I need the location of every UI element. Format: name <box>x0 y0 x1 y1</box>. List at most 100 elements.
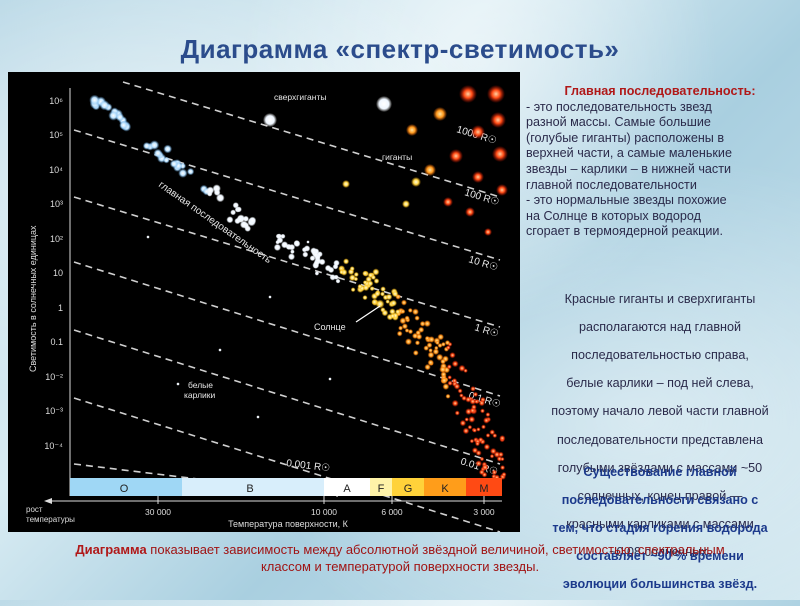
y-tick-label: 10² <box>50 234 63 244</box>
bottom-caption: Диаграмма показывает зависимость между а… <box>0 541 800 575</box>
main-sequence-star <box>239 220 248 229</box>
giant-star <box>492 146 508 162</box>
main-sequence-star <box>163 156 170 164</box>
main-sequence-star <box>303 245 311 252</box>
y-tick-label: 10⁶ <box>49 96 63 106</box>
main-sequence-star <box>230 209 237 216</box>
desc-line: располагаются над главной <box>578 319 742 334</box>
class-O-label: O <box>120 483 129 495</box>
main-sequence-star <box>442 383 450 390</box>
main-sequence-star <box>404 328 410 333</box>
y-tick-label: 0.1 <box>50 337 63 347</box>
main-sequence-star <box>149 140 160 150</box>
main-sequence-star <box>427 351 435 359</box>
giant-star <box>263 113 277 127</box>
main-sequence-star <box>451 378 458 384</box>
main-sequence-star <box>119 120 129 130</box>
x-tick-label: 30 000 <box>145 507 171 517</box>
main-sequence-star <box>447 380 453 386</box>
main-sequence-star <box>428 336 435 343</box>
main-sequence-star <box>350 287 356 293</box>
main-sequence-star <box>435 340 440 345</box>
desc-line: верхней части, а самые маленькие <box>526 146 732 161</box>
main-sequence-star <box>451 360 459 368</box>
radius-label-10: 10 R☉ <box>467 254 499 273</box>
radius-line-0.01 <box>73 397 501 533</box>
main-sequence-star <box>339 269 344 275</box>
main-sequence-star <box>281 241 289 249</box>
main-sequence-star <box>234 217 241 225</box>
x-axis-label: Температура поверхности, К <box>228 519 349 529</box>
main-sequence-star <box>115 112 125 122</box>
label-white-dwarfs-1: белые <box>188 380 213 390</box>
main-sequence-star <box>412 350 419 356</box>
giant-star <box>402 200 410 208</box>
main-sequence-star <box>407 307 413 313</box>
class-F-label: F <box>378 483 385 495</box>
white-dwarf-star <box>176 382 180 386</box>
white-dwarf-star <box>268 295 272 299</box>
x-tick-label: 10 000 <box>311 507 337 517</box>
main-sequence-star <box>414 340 421 346</box>
main-sequence-star <box>469 438 475 444</box>
main-sequence-star <box>479 456 485 462</box>
desc-line: голубыми звёздами с массами ~50 <box>557 460 763 475</box>
main-sequence-star <box>372 268 380 276</box>
giant-star <box>449 149 463 163</box>
main-sequence-star <box>418 326 425 333</box>
main-sequence-star <box>335 278 341 284</box>
desc-line: главной последовательности <box>526 177 697 192</box>
main-sequence-star <box>235 206 242 213</box>
main-sequence-star <box>316 251 323 258</box>
main-sequence-star <box>405 338 412 346</box>
main-sequence-star <box>362 280 368 285</box>
class-B-label: B <box>246 483 253 495</box>
radius-line-1000 <box>122 81 501 198</box>
main-sequence-star <box>446 364 452 370</box>
x-tick-label: 3 000 <box>473 507 495 517</box>
main-sequence-star <box>475 441 480 447</box>
main-sequence-star <box>357 283 363 290</box>
giant-star <box>342 180 350 188</box>
giant-star <box>487 85 505 103</box>
x-tick-marks <box>157 496 485 504</box>
main-sequence-star <box>349 266 355 272</box>
desc-line: на Солнце в которых водород <box>526 208 701 223</box>
main-sequence-star <box>89 94 100 106</box>
sun-star <box>375 299 385 309</box>
label-sun: Солнце <box>314 322 346 332</box>
desc-line: разной массы. Самые большие <box>526 115 711 130</box>
note-line: последовательности связано с <box>561 492 759 507</box>
giant-star <box>484 228 492 236</box>
main-sequence-star <box>485 412 491 418</box>
main-sequence-star <box>290 249 295 254</box>
main-sequence-star <box>332 263 339 270</box>
main-sequence-star <box>302 251 309 258</box>
main-sequence-star <box>373 278 380 284</box>
note-line: эволюции большинства звёзд. <box>562 577 758 592</box>
radius-line-100 <box>73 129 501 261</box>
main-sequence-star <box>492 433 498 439</box>
main-sequence-star <box>483 443 491 451</box>
y-tick-label: 1 <box>58 303 63 313</box>
main-sequence-star <box>427 359 434 366</box>
y-tick-label: 10⁻³ <box>45 406 63 416</box>
main-sequence-star <box>478 399 486 407</box>
main-sequence-star <box>399 317 407 325</box>
main-sequence-star <box>481 424 486 430</box>
x-label-growth: рост <box>26 505 43 514</box>
main-sequence-star <box>477 437 484 443</box>
main-sequence-star <box>380 286 386 292</box>
giant-star <box>459 85 477 103</box>
main-sequence-star <box>329 274 336 281</box>
main-sequence-star <box>401 323 408 330</box>
main-sequence-star <box>178 168 188 178</box>
white-dwarf-star <box>346 346 350 350</box>
main-sequence-star <box>369 286 375 292</box>
main-sequence-star <box>153 148 163 158</box>
main-sequence-star <box>476 427 481 432</box>
desc-line: поэтому начало левой части главной <box>551 404 769 419</box>
main-sequence-star <box>324 264 332 272</box>
main-sequence-star <box>314 271 320 276</box>
main-sequence-star <box>447 375 453 380</box>
